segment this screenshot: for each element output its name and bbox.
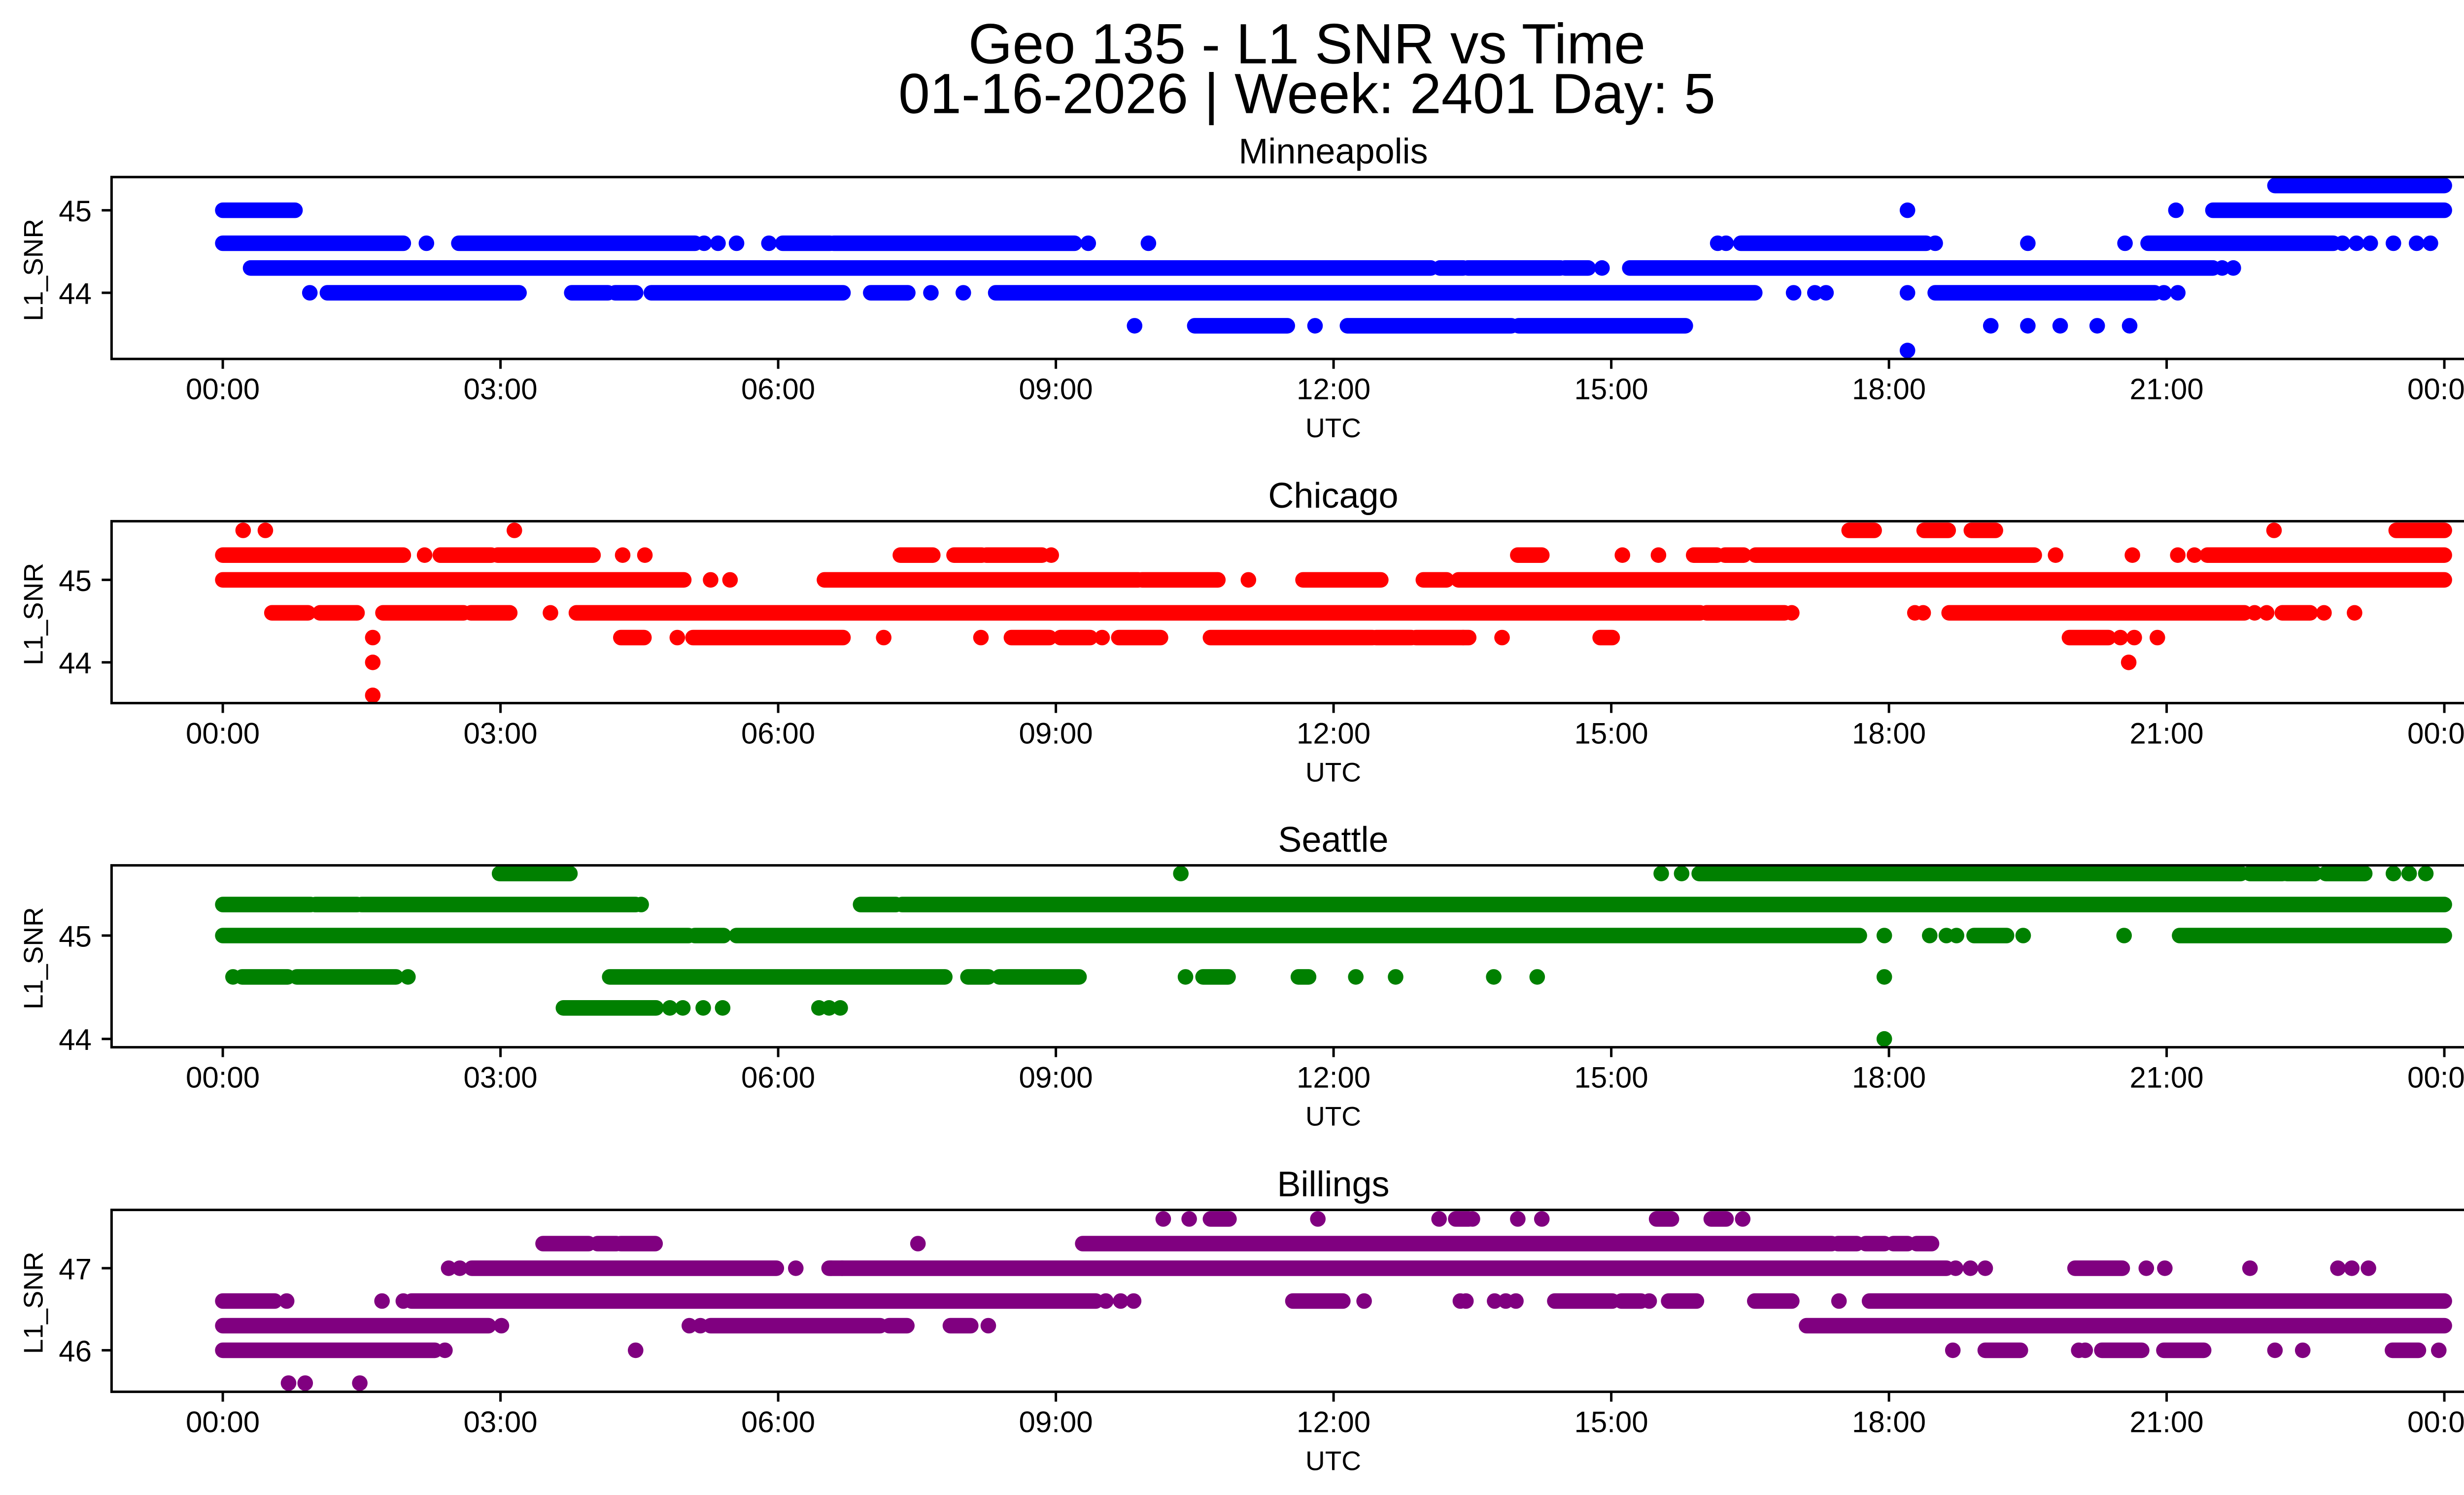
svg-text:21:00: 21:00: [2130, 373, 2204, 406]
svg-text:21:00: 21:00: [2130, 717, 2204, 750]
svg-text:18:00: 18:00: [1852, 373, 1926, 406]
svg-text:09:00: 09:00: [1019, 373, 1093, 406]
svg-text:03:00: 03:00: [464, 1406, 538, 1439]
svg-text:47: 47: [59, 1252, 92, 1286]
svg-text:L1_SNR: L1_SNR: [18, 563, 49, 665]
svg-text:15:00: 15:00: [1574, 717, 1648, 750]
svg-text:15:00: 15:00: [1574, 1061, 1648, 1094]
svg-text:45: 45: [59, 564, 92, 597]
svg-text:00:00: 00:00: [2407, 717, 2464, 750]
svg-text:06:00: 06:00: [741, 1061, 815, 1094]
svg-text:00:00: 00:00: [2407, 1061, 2464, 1094]
svg-text:UTC: UTC: [1305, 1446, 1361, 1476]
svg-text:03:00: 03:00: [464, 717, 538, 750]
svg-text:44: 44: [59, 1023, 92, 1056]
svg-text:09:00: 09:00: [1019, 1406, 1093, 1439]
svg-text:15:00: 15:00: [1574, 373, 1648, 406]
svg-text:UTC: UTC: [1305, 757, 1361, 787]
svg-text:12:00: 12:00: [1297, 717, 1370, 750]
svg-text:Geo 135 - L1 SNR vs Time: Geo 135 - L1 SNR vs Time: [968, 13, 1645, 76]
svg-text:00:00: 00:00: [186, 1406, 260, 1439]
svg-text:00:00: 00:00: [186, 717, 260, 750]
svg-text:00:00: 00:00: [186, 373, 260, 406]
svg-text:L1_SNR: L1_SNR: [18, 1252, 49, 1354]
svg-text:L1_SNR: L1_SNR: [18, 219, 49, 321]
svg-text:44: 44: [59, 647, 92, 680]
svg-text:15:00: 15:00: [1574, 1406, 1648, 1439]
svg-text:21:00: 21:00: [2130, 1406, 2204, 1439]
svg-text:12:00: 12:00: [1297, 1061, 1370, 1094]
svg-text:Chicago: Chicago: [1268, 476, 1398, 516]
svg-text:44: 44: [59, 278, 92, 311]
svg-text:UTC: UTC: [1305, 1101, 1361, 1132]
svg-text:L1_SNR: L1_SNR: [18, 907, 49, 1009]
svg-text:18:00: 18:00: [1852, 717, 1926, 750]
svg-text:46: 46: [59, 1335, 92, 1368]
svg-text:12:00: 12:00: [1297, 1406, 1370, 1439]
svg-text:18:00: 18:00: [1852, 1061, 1926, 1094]
svg-text:09:00: 09:00: [1019, 1061, 1093, 1094]
svg-text:06:00: 06:00: [741, 717, 815, 750]
svg-text:03:00: 03:00: [464, 1061, 538, 1094]
svg-text:Seattle: Seattle: [1278, 820, 1388, 860]
svg-text:Minneapolis: Minneapolis: [1238, 132, 1428, 172]
svg-text:18:00: 18:00: [1852, 1406, 1926, 1439]
svg-text:00:00: 00:00: [2407, 1406, 2464, 1439]
svg-text:03:00: 03:00: [464, 373, 538, 406]
svg-text:Billings: Billings: [1277, 1165, 1389, 1204]
svg-text:00:00: 00:00: [2407, 373, 2464, 406]
svg-text:UTC: UTC: [1305, 413, 1361, 443]
svg-text:45: 45: [59, 195, 92, 228]
svg-text:06:00: 06:00: [741, 373, 815, 406]
svg-text:09:00: 09:00: [1019, 717, 1093, 750]
svg-text:21:00: 21:00: [2130, 1061, 2204, 1094]
svg-text:12:00: 12:00: [1297, 373, 1370, 406]
svg-text:01-16-2026 | Week: 2401 Day: 5: 01-16-2026 | Week: 2401 Day: 5: [898, 63, 1715, 126]
svg-text:00:00: 00:00: [186, 1061, 260, 1094]
svg-text:06:00: 06:00: [741, 1406, 815, 1439]
svg-text:45: 45: [59, 920, 92, 953]
